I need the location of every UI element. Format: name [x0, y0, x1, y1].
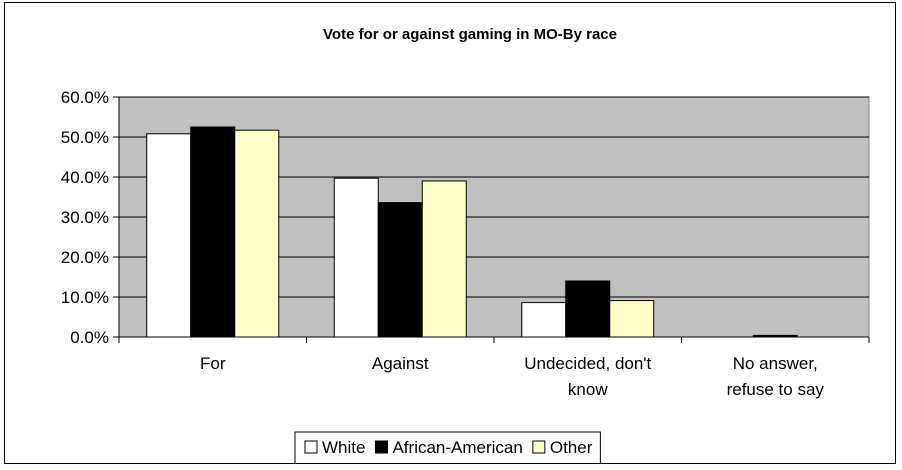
chart-frame: Vote for or against gaming in MO-By race… — [4, 2, 896, 465]
legend-box — [294, 431, 601, 465]
y-tick-label: 60.0% — [61, 88, 109, 107]
bar-0-1: African-American: 52.5% — [190, 126, 236, 338]
y-tick-label: 10.0% — [61, 288, 109, 307]
x-axis-labels: For Against Undecided, don't know No answer,… — [200, 354, 824, 399]
y-tick-label: 50.0% — [61, 128, 109, 147]
bar-0-0: White: 50.8% — [146, 133, 192, 338]
y-tick-label: 40.0% — [61, 168, 109, 187]
y-tick-label: 0.0% — [70, 328, 109, 347]
bar-2-0: White: 8.6% — [521, 302, 567, 338]
x-tick-label: For — [200, 354, 226, 373]
chart-title: Vote for or against gaming in MO-By race — [323, 26, 617, 43]
bar-1-2: Other: 39% — [421, 180, 467, 338]
y-tick-label: 20.0% — [61, 248, 109, 267]
y-axis-ticks: 0.0% 10.0% 20.0% 30.0% 40.0% 50.0% 60.0% — [61, 88, 119, 347]
legend-label: White — [322, 438, 365, 457]
legend-swatch — [374, 440, 388, 454]
bars: White: 50.8%White: 39.7%White: 8.6%Afric… — [146, 126, 798, 338]
x-tick-label: No answer, refuse to say — [727, 354, 825, 399]
bar-2-2: Other: 9.1% — [609, 300, 655, 338]
legend-label: Other — [550, 438, 593, 457]
y-tick-label: 30.0% — [61, 208, 109, 227]
legend: White African-American Other — [294, 431, 601, 465]
bar-1-1: African-American: 33.6% — [377, 202, 423, 338]
x-tick-label: Undecided, don't know — [524, 354, 651, 399]
x-tick-label: Against — [372, 354, 429, 373]
legend-swatch — [304, 440, 318, 454]
bar-0-2: Other: 51.7% — [234, 129, 280, 338]
bar-2-1: African-American: 14% — [565, 280, 611, 338]
bar-1-0: White: 39.7% — [333, 177, 379, 338]
legend-swatch — [532, 440, 546, 454]
legend-label: African-American — [392, 438, 522, 457]
bar-chart: Vote for or against gaming in MO-By race… — [61, 26, 870, 465]
